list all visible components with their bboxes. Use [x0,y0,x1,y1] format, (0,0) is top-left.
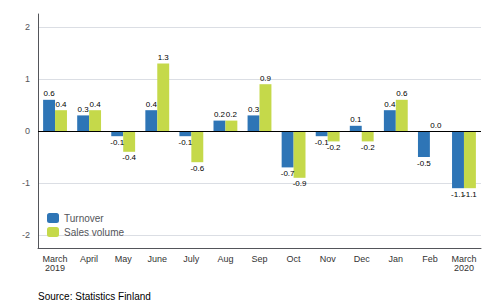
svg-text:-0.2: -0.2 [361,143,375,152]
svg-text:0.6: 0.6 [396,89,408,98]
svg-text:-2: -2 [22,230,30,240]
svg-text:Sales volume: Sales volume [64,227,124,238]
svg-text:-0.1: -0.1 [110,138,124,147]
svg-text:0.4: 0.4 [146,100,158,109]
svg-text:0.3: 0.3 [78,105,90,114]
svg-text:-0.2: -0.2 [327,143,341,152]
svg-text:2019: 2019 [45,263,65,273]
svg-text:-0.4: -0.4 [122,153,136,162]
svg-text:-0.9: -0.9 [293,179,307,188]
svg-text:0.1: 0.1 [350,115,362,124]
svg-text:-0.1: -0.1 [178,138,192,147]
svg-text:Source: Statistics Finland: Source: Statistics Finland [38,291,151,302]
svg-text:0.2: 0.2 [214,110,226,119]
svg-text:0.4: 0.4 [55,100,67,109]
svg-text:0.2: 0.2 [226,110,238,119]
svg-text:0.6: 0.6 [44,89,56,98]
svg-text:-0.1: -0.1 [314,137,329,147]
svg-text:June: June [148,254,168,264]
svg-text:2: 2 [25,22,30,32]
svg-text:0.0: 0.0 [430,121,442,130]
svg-text:0: 0 [25,126,30,136]
svg-text:1.3: 1.3 [158,53,170,62]
svg-text:0.4: 0.4 [384,100,396,109]
svg-text:Sep: Sep [251,254,267,264]
svg-text:0.4: 0.4 [90,100,102,109]
svg-text:Oct: Oct [287,254,302,264]
svg-text:March: March [451,253,477,264]
svg-text:July: July [183,254,200,264]
svg-text:2020: 2020 [454,263,474,273]
svg-text:-0.5: -0.5 [417,159,431,168]
svg-text:-0.6: -0.6 [190,164,204,173]
svg-text:May: May [115,254,133,264]
svg-text:Feb: Feb [422,254,438,264]
svg-text:-1: -1 [22,178,30,188]
svg-text:March: March [42,253,68,264]
svg-text:-0.7: -0.7 [281,169,295,178]
svg-text:Dec: Dec [354,254,371,264]
svg-text:Aug: Aug [217,254,233,264]
svg-text:Turnover: Turnover [64,213,104,224]
svg-text:Nov: Nov [320,254,337,264]
svg-text:0.3: 0.3 [248,105,260,114]
svg-text:-1.1: -1.1 [463,190,477,199]
svg-text:1: 1 [25,74,30,84]
svg-text:April: April [80,254,98,264]
svg-text:Jan: Jan [389,254,404,264]
svg-text:0.9: 0.9 [260,74,272,83]
svg-text:-1.1: -1.1 [451,189,465,199]
